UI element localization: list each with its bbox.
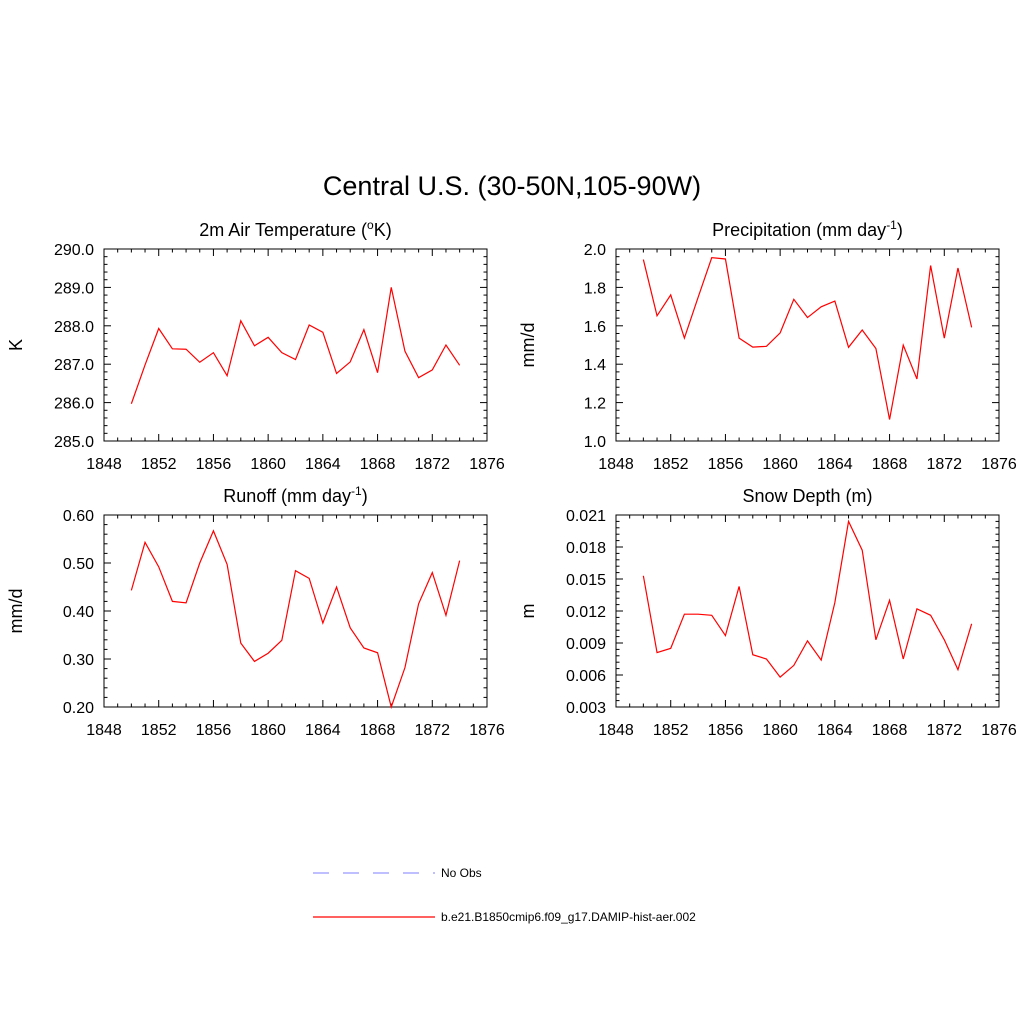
y-tick-label: 0.018 xyxy=(566,540,606,557)
x-tick-label: 1848 xyxy=(598,456,634,473)
y-tick-label: 0.006 xyxy=(566,668,606,685)
panel-title: Snow Depth (m) xyxy=(742,486,872,506)
x-tick-label: 1868 xyxy=(872,456,908,473)
x-tick-label: 1852 xyxy=(141,456,177,473)
y-tick-label: 288.0 xyxy=(54,319,94,336)
x-tick-label: 1848 xyxy=(86,456,122,473)
series-line xyxy=(642,256,973,420)
y-tick-label: 286.0 xyxy=(54,396,94,413)
x-tick-label: 1872 xyxy=(414,456,450,473)
y-tick-label: 0.012 xyxy=(566,604,606,621)
x-tick-label: 1864 xyxy=(305,456,341,473)
series-line xyxy=(642,519,973,679)
x-tick-label: 1872 xyxy=(926,456,962,473)
y-tick-label: 287.0 xyxy=(54,357,94,374)
y-tick-label: 0.40 xyxy=(63,604,94,621)
y-tick-label: 0.50 xyxy=(63,556,94,573)
y-tick-label: 0.021 xyxy=(566,508,606,525)
x-tick-label: 1848 xyxy=(598,722,634,739)
y-tick-label: 0.20 xyxy=(63,700,94,717)
panel-title-text-end: ) xyxy=(897,220,903,240)
panel-title: Precipitation (mm day-1) xyxy=(712,218,903,240)
x-tick-label: 1852 xyxy=(653,722,689,739)
panel-title-text: 2m Air Temperature ( xyxy=(199,220,367,240)
y-axis-label: m xyxy=(518,604,538,619)
panel-title-text: Precipitation (mm day xyxy=(712,220,886,240)
chart-panel-0: 2m Air Temperature (oK) K 1848 1852 1856 1860… xyxy=(6,218,505,473)
y-tick-label: 0.003 xyxy=(566,700,606,717)
y-tick-label: 290.0 xyxy=(54,242,94,259)
x-tick-label: 1852 xyxy=(141,722,177,739)
x-tick-label: 1848 xyxy=(86,722,122,739)
x-tick-label: 1856 xyxy=(196,456,232,473)
chart-panel-2: Runoff (mm day-1) mm/d 1848 1852 1856 1860 186… xyxy=(6,484,505,739)
y-axis-label: K xyxy=(6,339,26,351)
panel-title-superscript: o xyxy=(367,218,374,232)
chart-panel-3: Snow Depth (m) m 1848 1852 1856 1860 1864 1868 1… xyxy=(518,486,1017,739)
x-tick-label: 1872 xyxy=(926,722,962,739)
legend: No Obs b.e21.B1850cmip6.f09_g17.DAMIP-his… xyxy=(313,866,696,924)
y-tick-label: 1.8 xyxy=(584,280,606,297)
y-tick-label: 0.30 xyxy=(63,652,94,669)
panel-title-text: Snow Depth (m) xyxy=(742,486,872,506)
y-tick-label: 289.0 xyxy=(54,280,94,297)
legend-label: No Obs xyxy=(441,866,482,880)
x-tick-label: 1868 xyxy=(360,722,396,739)
chart-panel-1: Precipitation (mm day-1) mm/d 1848 1852 1856… xyxy=(518,218,1017,473)
y-axis-label: mm/d xyxy=(6,589,26,634)
x-tick-label: 1860 xyxy=(250,722,286,739)
plot-frame xyxy=(103,514,488,708)
y-tick-label: 1.6 xyxy=(584,319,606,336)
x-tick-label: 1856 xyxy=(196,722,232,739)
legend-label: b.e21.B1850cmip6.f09_g17.DAMIP-hist-aer.… xyxy=(441,910,696,924)
panel-title-text-end: ) xyxy=(362,486,368,506)
panel-title: 2m Air Temperature (oK) xyxy=(199,218,391,240)
panel-title-text-end: K) xyxy=(374,220,392,240)
plot-frame xyxy=(615,248,1000,442)
series-line xyxy=(130,529,461,710)
x-tick-label: 1860 xyxy=(762,722,798,739)
y-tick-label: 0.60 xyxy=(63,508,94,525)
panel-title: Runoff (mm day-1) xyxy=(223,484,367,506)
x-tick-label: 1852 xyxy=(653,456,689,473)
panel-title-text: Runoff (mm day xyxy=(223,486,351,506)
y-axis-label: mm/d xyxy=(518,323,538,368)
plot-frame xyxy=(103,248,488,442)
y-tick-label: 0.009 xyxy=(566,636,606,653)
y-tick-label: 285.0 xyxy=(54,434,94,451)
x-tick-label: 1868 xyxy=(872,722,908,739)
x-tick-label: 1856 xyxy=(708,456,744,473)
x-tick-label: 1868 xyxy=(360,456,396,473)
x-tick-label: 1872 xyxy=(414,722,450,739)
x-tick-label: 1864 xyxy=(817,456,853,473)
x-tick-label: 1864 xyxy=(305,722,341,739)
plot-frame xyxy=(615,514,1000,708)
x-tick-label: 1876 xyxy=(469,456,505,473)
y-tick-label: 2.0 xyxy=(584,242,606,259)
y-tick-label: 1.4 xyxy=(584,357,606,374)
panel-title-superscript: -1 xyxy=(886,218,897,232)
x-tick-label: 1876 xyxy=(981,722,1017,739)
figure-title: Central U.S. (30-50N,105-90W) xyxy=(323,171,701,201)
x-tick-label: 1856 xyxy=(708,722,744,739)
x-tick-label: 1864 xyxy=(817,722,853,739)
x-tick-label: 1860 xyxy=(250,456,286,473)
y-tick-label: 1.2 xyxy=(584,396,606,413)
panel-title-superscript: -1 xyxy=(351,484,362,498)
y-tick-label: 0.015 xyxy=(566,572,606,589)
chart-panels: 2m Air Temperature (oK) K 1848 1852 1856 1860… xyxy=(6,218,1017,739)
series-line xyxy=(130,287,461,404)
y-tick-label: 1.0 xyxy=(584,434,606,451)
x-tick-label: 1876 xyxy=(981,456,1017,473)
x-tick-label: 1860 xyxy=(762,456,798,473)
x-tick-label: 1876 xyxy=(469,722,505,739)
